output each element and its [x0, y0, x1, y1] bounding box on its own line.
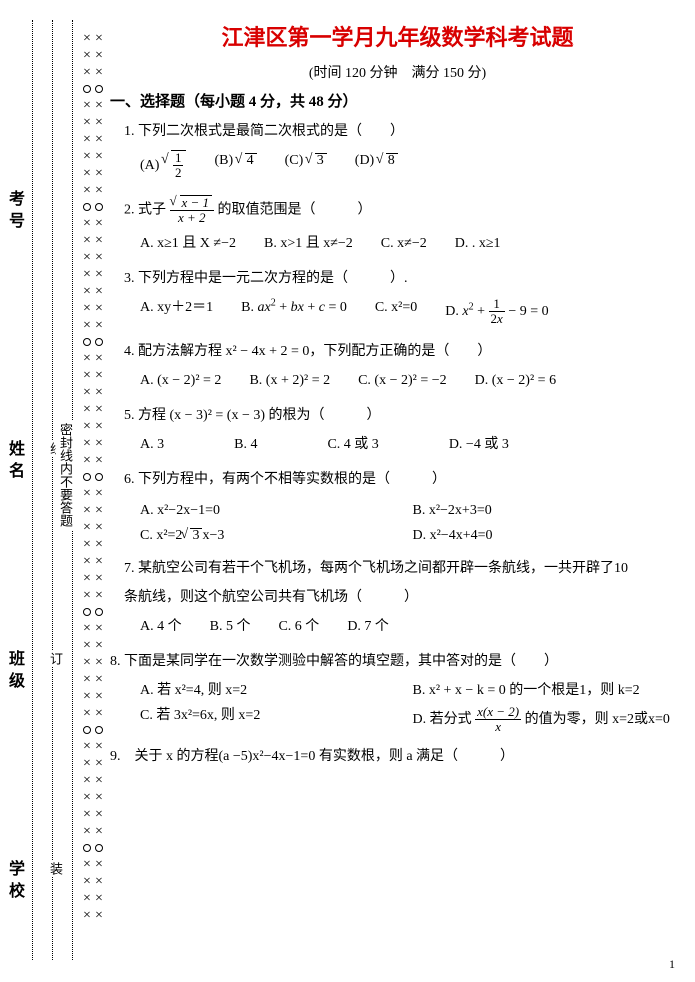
- section-heading: 一、选择题（每小题 4 分，共 48 分）: [110, 90, 685, 111]
- question-9: 9. 关于 x 的方程(a −5)x²−4x−1=0 有实数根，则 a 满足（ …: [110, 746, 685, 767]
- q8-opt-c: C. 若 3x²=6x, 则 x=2: [140, 703, 413, 737]
- question-5: 5. 方程 (x − 3)² = (x − 3) 的根为（ ） A. 3 B. …: [110, 405, 685, 455]
- q6-opt-b: B. x²−2x+3=0: [413, 498, 686, 523]
- q5-opt-c: C. 4 或 3: [327, 434, 378, 455]
- q8-opt-d: D. 若分式 x(x − 2)x 的值为零，则 x=2或x=0: [413, 703, 686, 737]
- q1-opt-d: (D) 8: [355, 150, 398, 181]
- label-examno: 考号: [2, 190, 26, 234]
- q1-opt-c: (C) 3: [285, 150, 327, 181]
- question-7: 7. 某航空公司有若干个飞机场，每两个飞机场之间都开辟一条航线，一共开辟了10 …: [110, 558, 685, 637]
- q1-stem: 1. 下列二次根式是最简二次根式的是（ ）: [124, 121, 685, 142]
- q6-opt-a: A. x²−2x−1=0: [140, 498, 413, 523]
- q6-opt-c: C. x²=23x−3: [140, 523, 413, 548]
- q4-opt-a: A. (x − 2)² = 2: [140, 370, 221, 391]
- q8-options: A. 若 x²=4, 则 x=2 B. x² + x − k = 0 的一个根是…: [140, 678, 685, 737]
- q3-opt-b: B. ax2 + bx + c = 0: [241, 297, 347, 327]
- q8-opt-a: A. 若 x²=4, 则 x=2: [140, 678, 413, 703]
- q7-stem-2: 条航线，则这个航空公司共有飞机场（ ）: [124, 587, 685, 608]
- question-1: 1. 下列二次根式是最简二次根式的是（ ） (A) 12 (B) 4 (C) 3…: [110, 121, 685, 181]
- page-number: 1: [669, 957, 675, 972]
- q3-opt-a: A. xy＋2＝1: [140, 297, 213, 327]
- q4-stem: 4. 配方法解方程 x² − 4x + 2 = 0，下列配方正确的是（ ）: [124, 341, 685, 362]
- q5-stem: 5. 方程 (x − 3)² = (x − 3) 的根为（ ）: [124, 405, 685, 426]
- q7-opt-d: D. 7 个: [347, 616, 389, 637]
- question-3: 3. 下列方程中是一元二次方程的是（ ）. A. xy＋2＝1 B. ax2 +…: [110, 268, 685, 327]
- q6-options: A. x²−2x−1=0 B. x²−2x+3=0 C. x²=23x−3 D.…: [140, 498, 685, 548]
- q2-stem: 2. 式子 x − 1 x + 2 的取值范围是（ ）: [124, 195, 685, 226]
- q7-stem-1: 7. 某航空公司有若干个飞机场，每两个飞机场之间都开辟一条航线，一共开辟了10: [124, 558, 685, 579]
- q4-opt-d: D. (x − 2)² = 6: [475, 370, 556, 391]
- q2-opt-a: A. x≥1 且 X ≠−2: [140, 233, 236, 254]
- q2-opt-b: B. x>1 且 x≠−2: [264, 233, 353, 254]
- q3-stem: 3. 下列方程中是一元二次方程的是（ ）.: [124, 268, 685, 289]
- dash-line-2: [52, 20, 53, 960]
- q3-options: A. xy＋2＝1 B. ax2 + bx + c = 0 C. x²=0 D.…: [140, 297, 685, 327]
- q4-opt-b: B. (x + 2)² = 2: [249, 370, 330, 391]
- q5-options: A. 3 B. 4 C. 4 或 3 D. −4 或 3: [140, 434, 685, 455]
- q5-opt-d: D. −4 或 3: [449, 434, 509, 455]
- q1-opt-a: (A) 12: [140, 150, 186, 181]
- dash-char-zhuang: 装: [46, 860, 65, 877]
- label-name: 姓名: [2, 440, 26, 484]
- q8-stem: 8. 下面是某同学在一次数学测验中解答的填空题，其中答对的是（ ）: [110, 651, 685, 672]
- q7-options: A. 4 个 B. 5 个 C. 6 个 D. 7 个: [140, 616, 685, 637]
- dash-line-1: [32, 20, 33, 960]
- q1-opt-b: (B) 4: [214, 150, 256, 181]
- q8-opt-b: B. x² + x − k = 0 的一个根是1，则 k=2: [413, 678, 686, 703]
- q1-options: (A) 12 (B) 4 (C) 3 (D) 8: [140, 150, 685, 181]
- q6-stem: 6. 下列方程中，有两个不相等实数根的是（ ）: [124, 469, 685, 490]
- q5-opt-a: A. 3: [140, 434, 164, 455]
- q9-stem: 9. 关于 x 的方程(a −5)x²−4x−1=0 有实数根，则 a 满足（ …: [110, 746, 685, 767]
- q7-opt-c: C. 6 个: [278, 616, 319, 637]
- q7-opt-b: B. 5 个: [210, 616, 251, 637]
- exam-content: 江津区第一学月九年级数学科考试题 (时间 120 分钟 满分 150 分) 一、…: [110, 20, 685, 775]
- q2-opt-c: C. x≠−2: [381, 233, 427, 254]
- q5-opt-b: B. 4: [234, 434, 257, 455]
- question-2: 2. 式子 x − 1 x + 2 的取值范围是（ ） A. x≥1 且 X ≠…: [110, 195, 685, 255]
- exam-title: 江津区第一学月九年级数学科考试题: [110, 20, 685, 52]
- question-6: 6. 下列方程中，有两个不相等实数根的是（ ） A. x²−2x−1=0 B. …: [110, 469, 685, 548]
- label-school: 学校: [2, 860, 26, 904]
- q3-opt-c: C. x²=0: [375, 297, 417, 327]
- q2-opt-d: D. . x≥1: [455, 233, 501, 254]
- dash-char-ding: 订: [46, 650, 65, 667]
- question-8: 8. 下面是某同学在一次数学测验中解答的填空题，其中答对的是（ ） A. 若 x…: [110, 651, 685, 737]
- q4-opt-c: C. (x − 2)² = −2: [358, 370, 447, 391]
- label-class: 班级: [2, 650, 26, 694]
- q3-opt-d: D. x2 + 12x − 9 = 0: [445, 297, 548, 327]
- question-4: 4. 配方法解方程 x² − 4x + 2 = 0，下列配方正确的是（ ） A.…: [110, 341, 685, 391]
- x-column-2: ××××××××××××××××××××××××××××××××××××××××…: [92, 30, 106, 924]
- q2-options: A. x≥1 且 X ≠−2 B. x>1 且 x≠−2 C. x≠−2 D. …: [140, 233, 685, 254]
- q6-opt-d: D. x²−4x+4=0: [413, 523, 686, 548]
- seal-warning: 密封线内不要答题: [56, 420, 75, 530]
- q4-options: A. (x − 2)² = 2 B. (x + 2)² = 2 C. (x − …: [140, 370, 685, 391]
- answer-sheet-sidebar: 考号 姓名 班级 学校 装 订 线 密封线内不要答题 ×××××××××××××…: [0, 0, 105, 982]
- exam-subtitle: (时间 120 分钟 满分 150 分): [110, 62, 685, 82]
- q7-opt-a: A. 4 个: [140, 616, 182, 637]
